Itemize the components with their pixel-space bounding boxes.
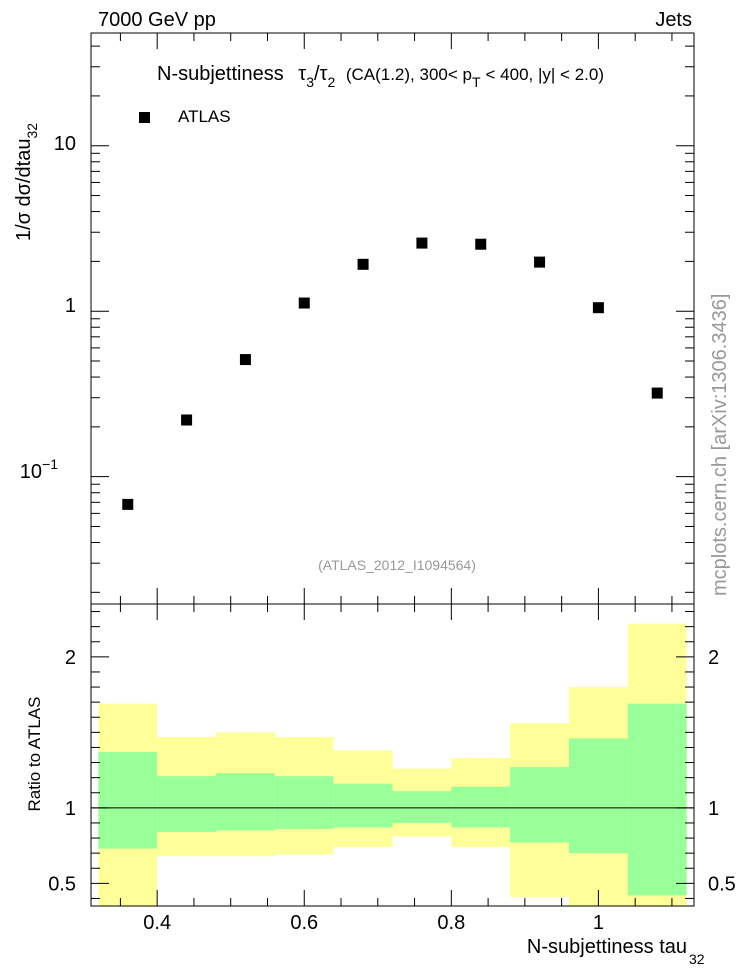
data-point-7 <box>475 238 487 250</box>
title-pt-sub: T <box>472 74 481 90</box>
bottom-ytick-label-1-left: 1 <box>65 798 76 820</box>
bottom-ylabel: Ratio to ATLAS <box>25 697 44 812</box>
xlabel: N-subjettiness tau <box>527 936 687 958</box>
header-right: Jets <box>655 9 692 31</box>
data-point-6 <box>416 237 428 249</box>
top-ylabel-main: 1/σ dσ/dtau <box>13 139 35 242</box>
bottom-ytick-label-0.5-right: 0.5 <box>708 873 736 895</box>
title-tau2-sub: 2 <box>327 74 335 90</box>
data-point-8 <box>534 256 546 268</box>
title-slash: / <box>314 63 320 85</box>
legend-label: ATLAS <box>178 107 231 126</box>
title-tau2: τ <box>320 63 328 85</box>
top-ylabel-sub: 32 <box>24 123 40 139</box>
title-tau3-sub: 3 <box>306 74 314 90</box>
data-point-10 <box>651 387 663 399</box>
top-points <box>122 237 663 510</box>
inner-band-bin-2 <box>157 776 217 833</box>
inner-band-bin-4 <box>274 776 334 829</box>
title-mid: (CA(1.2), 300< p <box>346 65 472 84</box>
analysis-annotation: (ATLAS_2012_I1094564) <box>318 557 476 573</box>
top-panel: N-subjettiness τ3/τ2 (CA(1.2), 300< pT < … <box>13 32 695 605</box>
inner-band-bin-5 <box>333 783 393 828</box>
top-ytick-label-1: 1 <box>65 295 76 317</box>
top-ytick-base: 10 <box>20 461 42 483</box>
bottom-ytick-label-2-right: 2 <box>708 647 719 669</box>
xtick-label-1: 1 <box>593 912 604 934</box>
data-point-1 <box>122 498 134 510</box>
top-title: N-subjettiness τ3/τ2 (CA(1.2), 300< pT < … <box>157 63 604 92</box>
title-tau3: τ <box>298 63 306 85</box>
inner-band-bin-9 <box>568 738 628 854</box>
xtick-label-0.6: 0.6 <box>290 912 318 934</box>
top-ytick-label-0.1: 10−1 <box>20 456 58 483</box>
bottom-panel: 2 1 0.5 2 1 0.5 0.4 0.6 0.8 1 N-subjetti… <box>25 603 736 967</box>
ratio-bands <box>98 623 687 906</box>
inner-band-bin-1 <box>98 751 158 849</box>
top-ylabel: 1/σ dσ/dtau32 <box>13 123 40 241</box>
inner-band-bin-3 <box>216 773 275 831</box>
inner-band-bin-8 <box>510 767 569 843</box>
top-ytick-exp: −1 <box>42 456 58 472</box>
top-ytick-label-10: 10 <box>54 133 76 155</box>
legend-marker <box>139 112 150 123</box>
bottom-ytick-label-0.5-left: 0.5 <box>48 873 76 895</box>
inner-band-bin-7 <box>451 786 511 828</box>
xlabel-main: N-subjettiness tau <box>527 936 687 958</box>
data-point-4 <box>298 297 310 309</box>
inner-band-bin-10 <box>627 703 687 896</box>
header-left: 7000 GeV pp <box>98 9 216 31</box>
side-note: mcplots.cern.ch [arXiv:1306.3436] <box>709 294 731 596</box>
xtick-label-0.8: 0.8 <box>437 912 465 934</box>
data-point-5 <box>357 258 369 270</box>
xtick-label-0.4: 0.4 <box>143 912 171 934</box>
data-point-2 <box>181 414 193 426</box>
bottom-frame <box>90 603 695 907</box>
data-point-9 <box>592 302 604 314</box>
title-suffix: < 400, |y| < 2.0) <box>486 65 604 84</box>
data-point-3 <box>239 354 251 366</box>
bottom-ticks <box>91 604 694 906</box>
top-ticks <box>91 33 694 604</box>
bottom-ytick-label-2-left: 2 <box>65 647 76 669</box>
title-prefix: N-subjettiness <box>157 63 284 85</box>
bottom-ytick-label-1-right: 1 <box>708 798 719 820</box>
inner-band-bin-6 <box>392 791 452 823</box>
xlabel-sub: 32 <box>689 951 705 967</box>
